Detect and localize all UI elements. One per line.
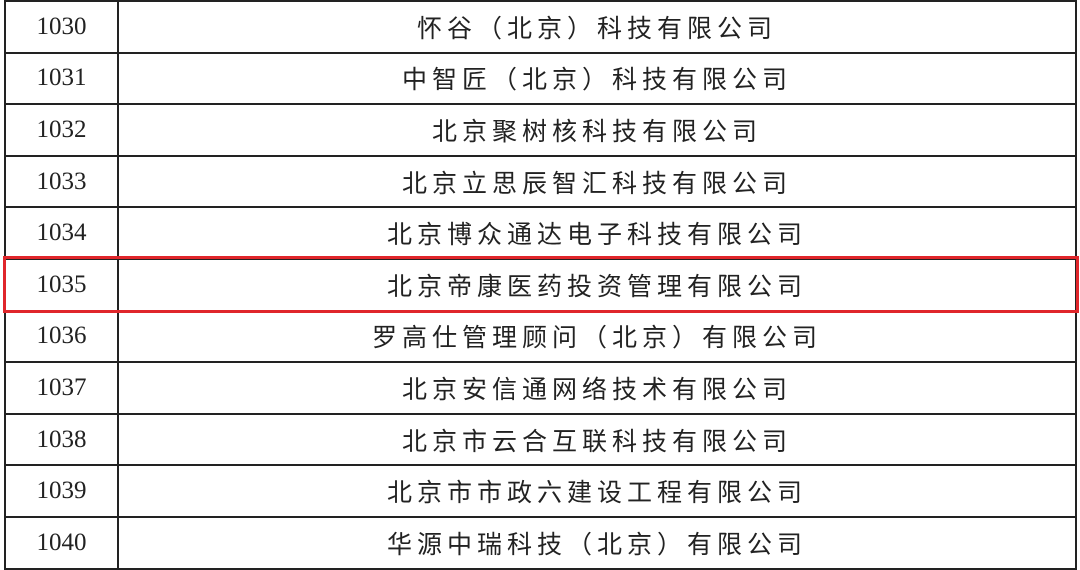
table-row: 1030 怀谷（北京）科技有限公司 xyxy=(4,0,1077,54)
row-number: 1038 xyxy=(4,412,119,467)
table-row: 1035 北京帝康医药投资管理有限公司 xyxy=(4,257,1077,312)
company-name: 北京聚树核科技有限公司 xyxy=(117,103,1077,157)
row-number: 1032 xyxy=(4,103,119,157)
company-name: 北京市云合互联科技有限公司 xyxy=(117,412,1077,467)
table-row: 1031 中智匠（北京）科技有限公司 xyxy=(4,51,1077,106)
company-table: 1030 怀谷（北京）科技有限公司 1031 中智匠（北京）科技有限公司 1032 北京聚… xyxy=(4,0,1077,570)
company-name: 北京立思辰智汇科技有限公司 xyxy=(117,154,1077,209)
company-name: 华源中瑞科技（北京）有限公司 xyxy=(117,515,1077,570)
table-row: 1039 北京市市政六建设工程有限公司 xyxy=(4,464,1077,518)
row-number: 1036 xyxy=(4,309,119,364)
row-number: 1035 xyxy=(4,257,119,312)
company-name: 北京市市政六建设工程有限公司 xyxy=(117,464,1077,518)
table-row: 1033 北京立思辰智汇科技有限公司 xyxy=(4,154,1077,209)
row-number: 1030 xyxy=(4,0,119,54)
row-number: 1033 xyxy=(4,154,119,209)
company-name: 北京博众通达电子科技有限公司 xyxy=(117,206,1077,260)
row-number: 1034 xyxy=(4,206,119,260)
row-number: 1031 xyxy=(4,51,119,106)
table-row: 1036 罗高仕管理顾问（北京）有限公司 xyxy=(4,309,1077,364)
row-number: 1040 xyxy=(4,515,119,570)
table-row: 1038 北京市云合互联科技有限公司 xyxy=(4,412,1077,467)
company-name: 中智匠（北京）科技有限公司 xyxy=(117,51,1077,106)
company-name: 北京安信通网络技术有限公司 xyxy=(117,361,1077,415)
table-row: 1034 北京博众通达电子科技有限公司 xyxy=(4,206,1077,260)
row-number: 1037 xyxy=(4,361,119,415)
company-name: 北京帝康医药投资管理有限公司 xyxy=(117,257,1077,312)
row-number: 1039 xyxy=(4,464,119,518)
company-name: 怀谷（北京）科技有限公司 xyxy=(117,0,1077,54)
table-row: 1040 华源中瑞科技（北京）有限公司 xyxy=(4,515,1077,570)
table-row: 1037 北京安信通网络技术有限公司 xyxy=(4,361,1077,415)
company-name: 罗高仕管理顾问（北京）有限公司 xyxy=(117,309,1077,364)
table-row: 1032 北京聚树核科技有限公司 xyxy=(4,103,1077,157)
